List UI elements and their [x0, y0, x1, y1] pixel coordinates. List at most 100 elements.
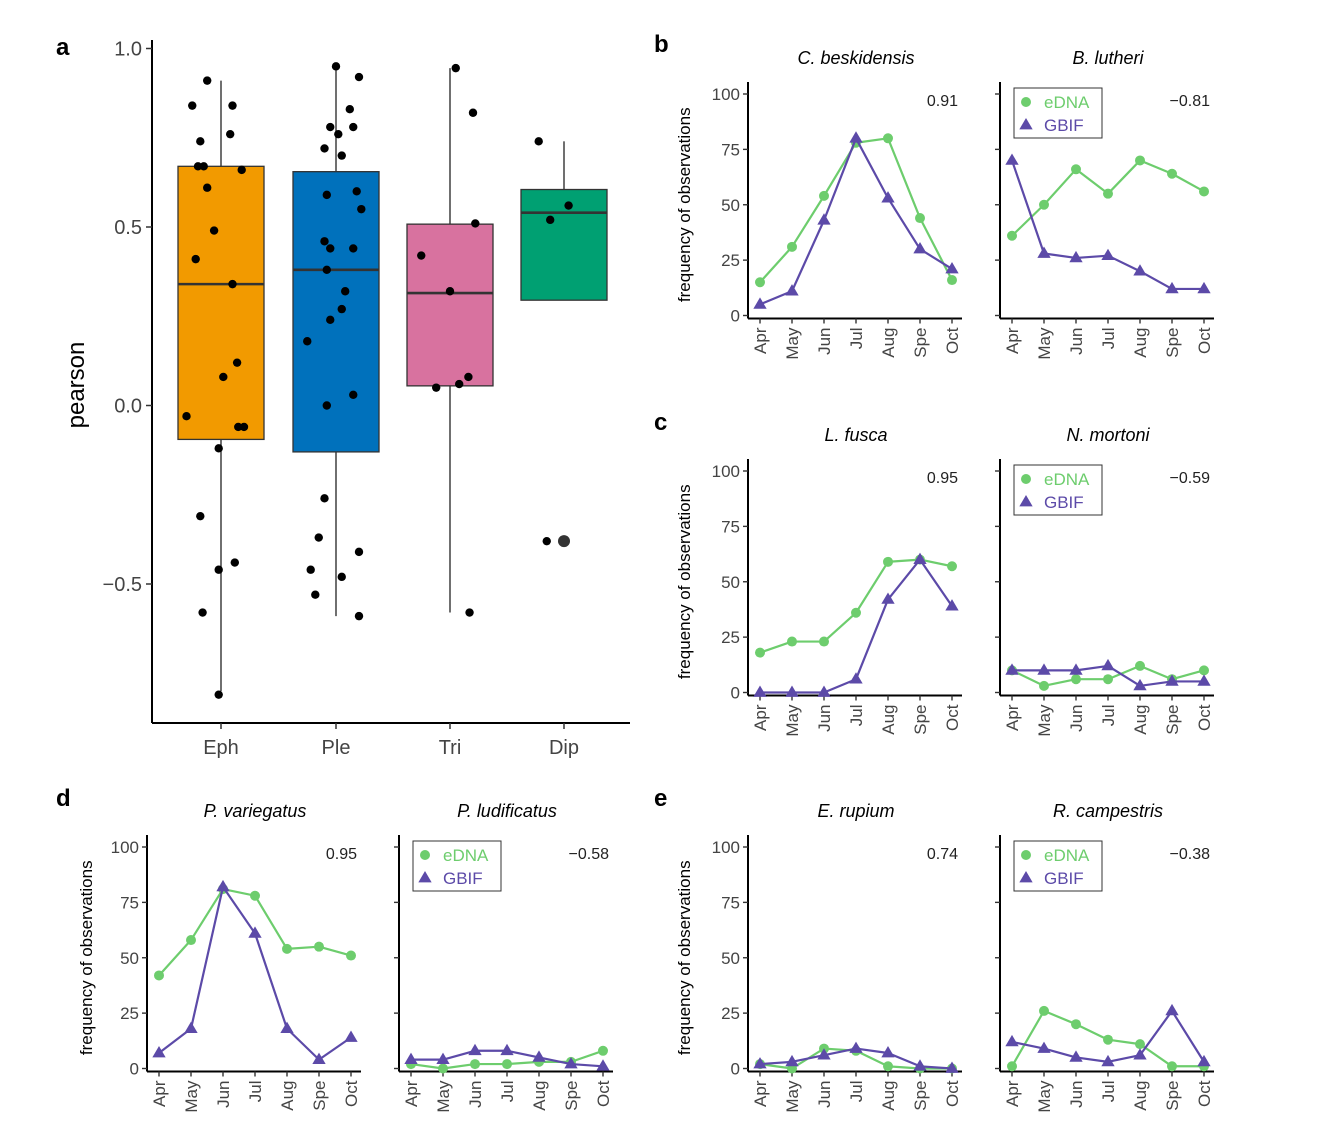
panel-d-facet-2-gbif-point: [436, 1052, 450, 1064]
panel-e-facet-2-x-tick-label: Aug: [1131, 1081, 1150, 1111]
panel-c-facet-1-x-tick-label: Apr: [751, 704, 770, 731]
panel-d-facet-2-edna-point: [598, 1045, 608, 1056]
a-point: [334, 129, 343, 139]
panel-c-facet-1-gbif-point: [913, 552, 927, 564]
panel-b-facet-2-edna-point: [1039, 199, 1049, 210]
panel-c-facet-2-gbif-point: [1005, 663, 1019, 675]
panel-e-facet-2-x-tick-label: Oct: [1195, 1080, 1214, 1107]
panel-b-facet-2-gbif-point: [1133, 264, 1147, 276]
a-point: [228, 279, 237, 289]
panel-e-facet-2-edna-point: [1135, 1039, 1145, 1050]
panel-c-facet-2-title: N. mortoni: [1066, 425, 1150, 445]
panel-b-facet-1-x-tick-label: Aug: [879, 328, 898, 358]
panel-c-facet-2-gbif-point: [1037, 663, 1051, 675]
panel-d-facet-1-gbif-point: [344, 1030, 358, 1042]
a-point: [219, 372, 228, 382]
panel-e-facet-1-y-tick-label: 0: [731, 1060, 740, 1079]
panel-b-facet-2-gbif-point: [1037, 246, 1051, 258]
a-point: [354, 611, 364, 621]
panel-d-facet-1-y-tick-label: 50: [120, 949, 139, 968]
a-point: [193, 162, 203, 171]
a-point: [337, 151, 346, 160]
panel-b-facet-2-x-tick-label: Jun: [1067, 328, 1086, 355]
a-point: [320, 144, 329, 153]
panel-b-facet-2-x-tick-label: May: [1035, 327, 1054, 360]
panel-c-facet-1-x-tick-label: Jun: [815, 705, 834, 732]
panel-c-facet-1-x-tick-label: Oct: [943, 704, 962, 731]
panel-c-facet-2-gbif-point: [1069, 663, 1083, 675]
a-point: [198, 608, 207, 617]
panel-e-facet-1-x-tick-label: Apr: [751, 1080, 770, 1107]
panel-e-facet-2-edna-point: [1103, 1034, 1113, 1045]
panel-d-facet-2-gbif-point: [468, 1043, 482, 1056]
panel-c-facet-2-gbif-point: [1101, 658, 1115, 671]
a-point: [337, 572, 346, 582]
a-point: [357, 204, 366, 214]
panel-e-facet-2-legend-edna-label: eDNA: [1044, 846, 1090, 865]
panel-c-facet-2-x-tick-label: Apr: [1003, 704, 1022, 731]
panel-b-facet-1-x-tick-label: Oct: [943, 327, 962, 354]
a-y-tick-label: −0.5: [103, 574, 142, 596]
panel-b-facet-1-gbif-point: [881, 191, 895, 203]
panel-d-facet-2-edna-point: [502, 1059, 512, 1070]
panel-d-facet-2-legend-gbif-label: GBIF: [443, 869, 483, 888]
a-point: [234, 422, 243, 432]
panel-c-facet-1-x-tick-label: Spe: [911, 705, 930, 735]
a-point: [417, 251, 426, 260]
panel-e-facet-2-legend-edna-key: [1021, 850, 1031, 860]
panel-b-facet-2-legend-gbif-label: GBIF: [1044, 116, 1084, 135]
panel-c-facet-2-legend: [1013, 464, 1103, 516]
panel-d-facet-1-x-tick-label: Oct: [342, 1080, 361, 1107]
panel-d-facet-2-legend-gbif-key: [418, 871, 432, 883]
panel-d-facet-2-gbif-point: [564, 1057, 578, 1069]
a-point: [322, 265, 331, 275]
panel-e-facet-2-gbif-point: [1069, 1050, 1083, 1062]
panel-b-facet-2-gbif-point: [1069, 250, 1083, 263]
panel-b-facet-1-y-tick-label: 50: [721, 196, 740, 215]
panel-d-facet-2-x-tick-label: Apr: [402, 1080, 421, 1107]
panel-e-facet-2-x-tick-label: Apr: [1003, 1080, 1022, 1107]
panel-b-facet-2-legend-edna-key: [1021, 97, 1031, 107]
panel-b-facet-2-x-tick-label: Jul: [1099, 328, 1118, 350]
panel-b-facet-1-x-tick-label: Apr: [751, 327, 770, 354]
panel-b-y-axis-title: frequency of observations: [675, 107, 694, 302]
a-point: [326, 122, 335, 132]
panel-c-facet-2-legend-gbif-key: [1019, 495, 1033, 507]
a-point: [188, 101, 197, 110]
a-point: [314, 533, 323, 542]
a-point: [352, 187, 361, 196]
panel-c-facet-1-edna-point: [883, 556, 893, 567]
panel-e-facet-2-gbif-point: [1197, 1054, 1211, 1067]
a-point: [209, 226, 219, 235]
a-point: [349, 244, 358, 253]
panel-d-facet-2-edna-point: [470, 1059, 480, 1070]
panel-c-facet-2-gbif-point: [1133, 678, 1147, 691]
panel-b-facet-1-edna-point: [787, 241, 797, 252]
panel-c-facet-1-gbif-point: [849, 672, 863, 684]
panel-d-facet-1-y-tick-label: 0: [130, 1060, 139, 1079]
panel-d-facet-1-x-tick-label: Apr: [150, 1080, 169, 1107]
panel-d-facet-2-x-tick-label: Aug: [530, 1081, 549, 1111]
a-point: [326, 244, 335, 253]
panel-d-facet-2-x-tick-label: Jul: [498, 1081, 517, 1103]
panel-c-facet-2-correlation: −0.59: [1170, 470, 1211, 487]
a-point: [534, 137, 543, 146]
panel-d-facet-1-y-tick-label: 100: [111, 838, 139, 857]
panel-c-facet-2-gbif-point: [1197, 674, 1211, 686]
a-point: [306, 565, 315, 574]
panel-c-facet-1-gbif-point: [753, 685, 767, 697]
panel-c-facet-1-edna-point: [947, 561, 957, 572]
a-point: [432, 383, 441, 392]
panel-d-facet-1-edna-point: [346, 950, 356, 961]
panel-c-facet-2-edna-point: [1135, 660, 1145, 671]
a-point: [542, 536, 551, 546]
a-point: [326, 315, 335, 325]
panel-c-facet-2-edna-point: [1199, 665, 1209, 676]
panel-e-facet-1-y-tick-label: 25: [721, 1004, 740, 1023]
panel-label-a: a: [56, 34, 70, 61]
panel-b-facet-1-gbif-point: [945, 261, 959, 274]
a-point: [237, 165, 246, 175]
panel-e-facet-1-y-tick-label: 75: [721, 893, 740, 912]
panel-d-facet-1-edna-point: [250, 890, 260, 901]
panel-c-facet-1-y-tick-label: 50: [721, 573, 740, 592]
